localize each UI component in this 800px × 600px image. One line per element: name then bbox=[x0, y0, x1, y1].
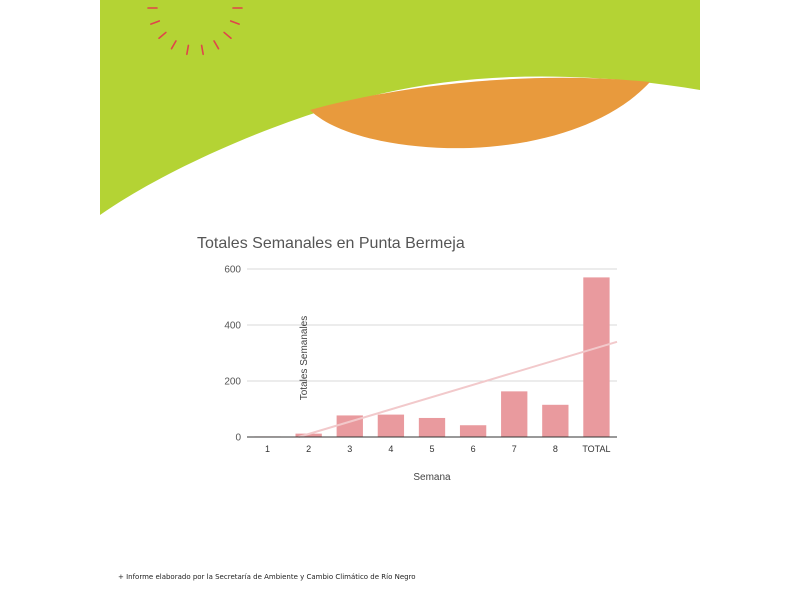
y-tick-label: 200 bbox=[224, 377, 241, 388]
bar-chart: Totales Semanales en Punta Bermeja 0 200 4… bbox=[197, 235, 618, 483]
x-axis-label: Semana bbox=[413, 472, 451, 483]
x-axis-ticks: 1 2 3 4 5 6 7 8 TOTAL bbox=[265, 444, 610, 454]
x-tick-label: 5 bbox=[429, 444, 434, 454]
chart-title: Totales Semanales en Punta Bermeja bbox=[197, 235, 465, 252]
bars bbox=[254, 277, 610, 437]
x-tick-label: 6 bbox=[471, 444, 476, 454]
bar-2 bbox=[295, 433, 322, 437]
report-page: Totales Semanales en Punta Bermeja 0 200 4… bbox=[100, 0, 700, 600]
y-tick-label: 600 bbox=[224, 265, 241, 276]
decorative-header bbox=[100, 0, 700, 215]
x-tick-label: 4 bbox=[388, 444, 393, 454]
x-tick-label: 1 bbox=[265, 444, 270, 454]
green-banner-shape bbox=[100, 0, 700, 215]
x-tick-label: TOTAL bbox=[582, 444, 610, 454]
sunburst-ray bbox=[158, 31, 167, 40]
y-axis-ticks: 0 200 400 600 bbox=[224, 265, 241, 444]
sunburst-ray bbox=[229, 20, 240, 25]
sunburst-ray bbox=[223, 31, 232, 40]
bar-7 bbox=[501, 391, 528, 437]
y-axis-label: Totales Semanales bbox=[299, 316, 310, 401]
sunburst-ray bbox=[200, 44, 204, 56]
sunburst-ray bbox=[170, 40, 177, 50]
bar-6 bbox=[459, 425, 487, 437]
trend-line bbox=[298, 340, 618, 438]
footnote: + Informe elaborado por la Secretaría de… bbox=[118, 573, 416, 581]
bar-total bbox=[583, 277, 610, 437]
gridlines bbox=[247, 268, 617, 382]
bar-8 bbox=[542, 404, 569, 437]
sunburst-ray bbox=[150, 20, 161, 25]
sunburst-ray bbox=[213, 40, 220, 50]
y-tick-label: 400 bbox=[224, 321, 241, 332]
bar-4 bbox=[377, 414, 405, 437]
bar-5 bbox=[418, 417, 446, 437]
y-tick-label: 0 bbox=[235, 433, 241, 444]
x-tick-label: 8 bbox=[553, 444, 558, 454]
bar-3 bbox=[336, 415, 363, 437]
x-tick-label: 7 bbox=[512, 444, 517, 454]
x-tick-label: 3 bbox=[347, 444, 352, 454]
sunburst-ray bbox=[186, 44, 190, 56]
x-tick-label: 2 bbox=[306, 444, 311, 454]
sunburst-icon bbox=[147, 7, 243, 56]
orange-wave-shape bbox=[310, 77, 650, 149]
